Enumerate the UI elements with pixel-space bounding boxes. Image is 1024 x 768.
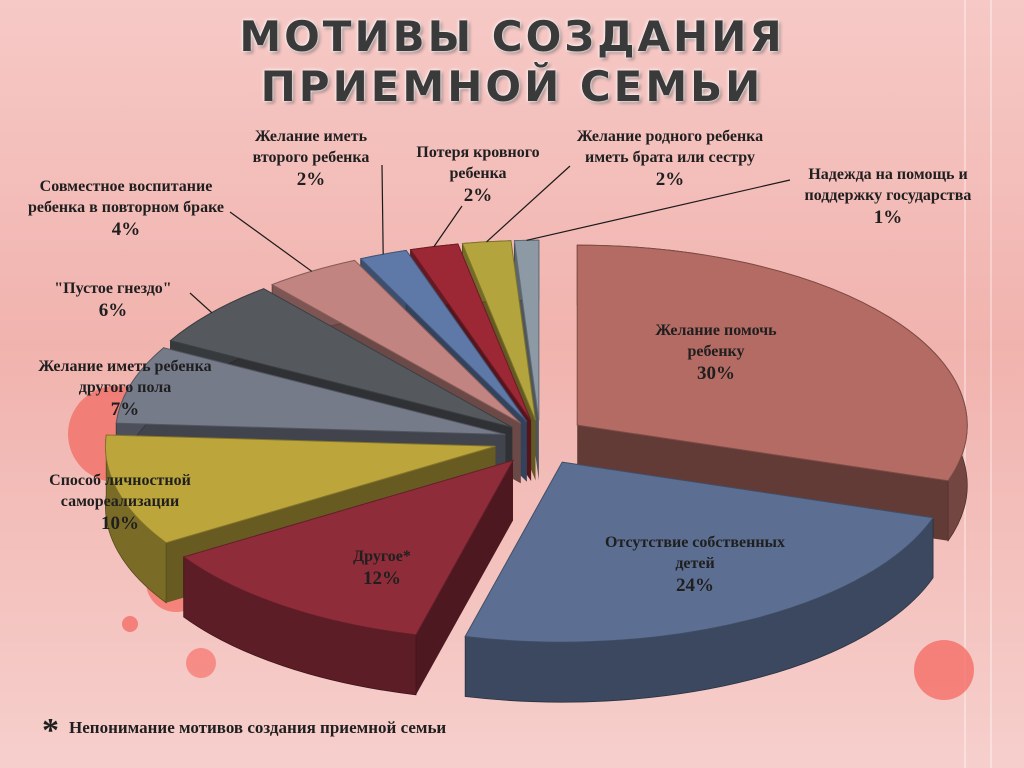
leader-line-state-support bbox=[526, 179, 791, 241]
decor-circle bbox=[186, 648, 216, 678]
decor-stripe bbox=[964, 0, 966, 768]
label-other-gender: Желание иметь ребенка другого пола 7% bbox=[38, 358, 212, 420]
pie-slice-other bbox=[182, 459, 514, 696]
decor-circle bbox=[122, 616, 138, 632]
footnote: * Непонимание мотивов создания приемной с… bbox=[42, 712, 446, 750]
footnote-text: Непонимание мотивов создания приемной се… bbox=[69, 718, 447, 737]
decor-circle bbox=[914, 640, 974, 700]
leader-line-empty-nest bbox=[189, 292, 213, 314]
label-self-realization: Способ личностной самореализации 10% bbox=[49, 472, 191, 534]
label-state-support: Надежда на помощь и поддержку государств… bbox=[804, 166, 972, 228]
label-other: Другое* 12% bbox=[353, 548, 411, 589]
leader-line-second-child bbox=[381, 164, 384, 255]
label-loss-of-child: Потеря кровного ребенка 2% bbox=[416, 144, 540, 206]
label-no-own-children: Отсутствие собственных детей 24% bbox=[604, 534, 786, 596]
label-sibling: Желание родного ребенка иметь брата или … bbox=[576, 128, 764, 190]
label-remarriage: Совместное воспитание ребенка в повторно… bbox=[28, 178, 224, 240]
pie-slice-no-own-children bbox=[464, 461, 934, 703]
label-second-child: Желание иметь второго ребенка 2% bbox=[252, 128, 370, 190]
leader-line-remarriage bbox=[229, 211, 313, 272]
decor-stripe bbox=[990, 0, 992, 768]
label-help-child: Желание помочь ребенку 30% bbox=[655, 322, 777, 384]
leader-line-sibling bbox=[486, 165, 571, 243]
label-empty-nest: "Пустое гнездо" 6% bbox=[54, 280, 172, 321]
slide-title: МОТИВЫ СОЗДАНИЯ ПРИЕМНОЙ СЕМЬИ bbox=[239, 12, 785, 111]
leader-line-loss-of-child bbox=[433, 205, 463, 247]
footnote-mark: * bbox=[42, 712, 59, 749]
